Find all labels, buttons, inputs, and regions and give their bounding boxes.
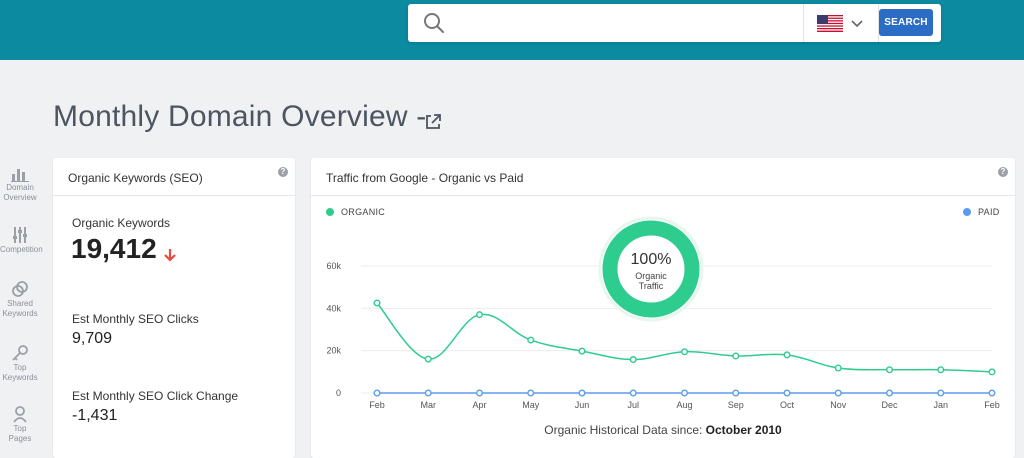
data-point-organic[interactable] <box>783 351 791 359</box>
data-point-organic[interactable] <box>578 347 586 355</box>
data-point-organic[interactable] <box>732 352 740 360</box>
x-tick-label: Dec <box>881 400 898 410</box>
sidebar-item-label: Pages <box>8 434 32 443</box>
data-point-paid[interactable] <box>578 389 586 397</box>
x-tick-label: Sep <box>728 400 744 410</box>
help-icon[interactable]: ? <box>278 167 288 177</box>
x-tick-label: Oct <box>780 400 795 410</box>
sidebar-item-label: Overview <box>3 193 37 202</box>
search-icon[interactable] <box>422 11 446 35</box>
sidebar-item-top-keywords[interactable]: Top Keywords <box>0 344 40 382</box>
historical-data-note: Organic Historical Data since: October 2… <box>311 423 1015 437</box>
data-point-paid[interactable] <box>886 389 894 397</box>
key-icon <box>12 345 28 361</box>
sidebar-item-competition[interactable]: Competition <box>0 226 43 254</box>
data-point-paid[interactable] <box>475 389 483 397</box>
legend-organic-dot <box>326 208 334 216</box>
organic-keywords-label: Organic Keywords <box>72 216 171 230</box>
data-point-paid[interactable] <box>834 389 842 397</box>
data-point-organic[interactable] <box>988 368 996 376</box>
card-title: Traffic from Google - Organic vs Paid <box>311 158 1015 196</box>
link-icon <box>12 281 28 297</box>
y-tick-label: 20k <box>326 346 341 356</box>
data-point-paid[interactable] <box>629 389 637 397</box>
x-tick-label: May <box>522 400 540 410</box>
y-tick-label: 60k <box>326 261 341 271</box>
data-point-paid[interactable] <box>732 389 740 397</box>
traffic-line-chart: 0 20k 40k 60k Feb Mar Apr May Jun Jul Aug Sep Oct No… <box>326 216 1000 410</box>
sliders-icon <box>13 227 27 243</box>
organic-keywords-value: 19,412 <box>71 233 157 264</box>
series-line-organic <box>376 302 993 373</box>
data-point-organic[interactable] <box>834 364 842 372</box>
bar-chart-icon <box>11 169 29 182</box>
data-point-paid[interactable] <box>937 389 945 397</box>
x-tick-label: Feb <box>369 400 385 410</box>
data-point-organic[interactable] <box>373 299 381 307</box>
card-title: Organic Keywords (SEO) <box>53 158 295 196</box>
x-tick-label: Jul <box>627 400 639 410</box>
data-point-organic[interactable] <box>629 356 637 364</box>
data-point-paid[interactable] <box>783 389 791 397</box>
sidebar-item-label: Competition <box>0 245 43 254</box>
donut-label-line1: Organic <box>635 271 667 281</box>
arrow-down-icon <box>164 249 176 262</box>
data-point-organic[interactable] <box>424 355 432 363</box>
sidebar-item-top-pages[interactable]: Top Pages <box>0 405 40 443</box>
search-box: SEARCH <box>408 4 941 42</box>
external-link-icon[interactable] <box>424 113 442 131</box>
y-tick-label: 0 <box>336 388 341 398</box>
seo-click-change-value: -1,431 <box>72 407 118 424</box>
x-tick-label: Feb <box>984 400 1000 410</box>
donut-percent: 100% <box>631 251 672 268</box>
data-point-organic[interactable] <box>681 348 689 356</box>
sidebar-item-label: Top <box>13 424 27 433</box>
country-select[interactable] <box>803 4 879 42</box>
search-button[interactable]: SEARCH <box>879 9 933 36</box>
x-tick-label: Mar <box>421 400 437 410</box>
page-title: Monthly Domain Overview - <box>53 100 427 133</box>
seo-clicks-label: Est Monthly SEO Clicks <box>72 312 199 326</box>
sidebar-item-label: Shared <box>7 299 33 308</box>
legend-organic[interactable]: ORGANIC <box>341 207 386 217</box>
data-point-paid[interactable] <box>527 389 535 397</box>
sidebar-item-label: Keywords <box>2 309 38 318</box>
x-tick-label: Jun <box>575 400 590 410</box>
seo-clicks-value: 9,709 <box>72 330 113 347</box>
x-tick-label: Jan <box>933 400 948 410</box>
seo-click-change-label: Est Monthly SEO Click Change <box>72 389 239 403</box>
y-tick-label: 40k <box>326 303 341 313</box>
pages-icon <box>13 406 27 423</box>
help-icon[interactable]: ? <box>998 167 1008 177</box>
data-point-organic[interactable] <box>886 366 894 374</box>
legend-paid[interactable]: PAID <box>978 207 1000 217</box>
footnote-prefix: Organic Historical Data since: <box>544 423 706 437</box>
footnote-date: October 2010 <box>705 423 782 437</box>
x-tick-label: Aug <box>676 400 692 410</box>
chevron-down-icon <box>851 20 863 28</box>
organic-traffic-donut: 100% Organic Traffic <box>598 216 704 322</box>
sidebar-item-label: Keywords <box>2 373 38 382</box>
data-point-paid[interactable] <box>681 389 689 397</box>
data-point-paid[interactable] <box>988 389 996 397</box>
sidebar-item-shared-keywords[interactable]: Shared Keywords <box>0 280 40 318</box>
traffic-card: Traffic from Google - Organic vs Paid ? … <box>311 158 1015 458</box>
data-point-organic[interactable] <box>527 336 535 344</box>
organic-keywords-card: Organic Keywords (SEO) ? Organic Keyword… <box>53 158 295 458</box>
data-point-organic[interactable] <box>475 311 483 319</box>
data-point-organic[interactable] <box>937 366 945 374</box>
sidebar-item-label: Domain <box>6 183 34 192</box>
top-bar: SEARCH <box>0 0 1024 60</box>
data-point-paid[interactable] <box>373 389 381 397</box>
sidebar-item-domain-overview[interactable]: Domain Overview <box>0 166 40 202</box>
search-input[interactable] <box>456 8 796 38</box>
legend-paid-dot <box>963 208 971 216</box>
x-tick-label: Apr <box>472 400 486 410</box>
us-flag-icon <box>817 15 843 32</box>
sidebar-item-label: Top <box>13 363 27 372</box>
data-point-paid[interactable] <box>424 389 432 397</box>
donut-label-line2: Traffic <box>639 281 664 291</box>
x-tick-label: Nov <box>830 400 847 410</box>
